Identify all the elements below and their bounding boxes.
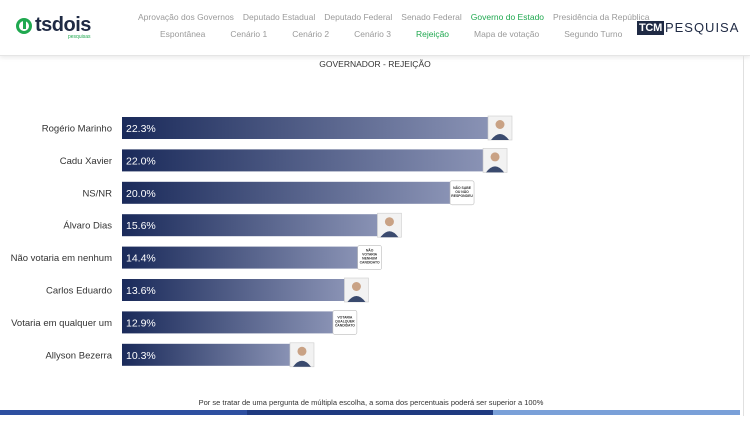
nav-primary-item-2[interactable]: Deputado Federal	[324, 12, 393, 22]
value-label: 22.0%	[126, 155, 156, 167]
nav-secondary-item-3[interactable]: Cenário 3	[354, 29, 391, 39]
nav-secondary-item-1[interactable]: Cenário 1	[230, 29, 268, 39]
nav-secondary: Espontânea Cenário 1 Cenário 2 Cenário 3 Rej…	[160, 29, 647, 39]
tsdois-logo[interactable]: tsdois pesquisas	[16, 14, 91, 40]
marker-badge-text: VOTARIA QUALQUER CANDIDATO	[335, 315, 355, 327]
candidate-photo	[289, 342, 315, 368]
bar[interactable]	[122, 279, 347, 301]
marker-badge: VOTARIA QUALQUER CANDIDATO	[332, 310, 358, 335]
bar[interactable]	[122, 343, 292, 366]
nav-secondary-item-6[interactable]: Segundo Turno	[564, 29, 623, 39]
nav-secondary-item-0[interactable]: Espontânea	[160, 29, 206, 39]
bottom-bar-segment	[246, 410, 494, 415]
nav-primary: Aprovação dos Governos Deputado Estadual D…	[138, 12, 649, 22]
bottom-color-bar	[0, 410, 741, 415]
bottom-bar-segment	[493, 410, 741, 415]
marker-badge-text: NÃO VOTARIA NENHUM CANDIDATO	[360, 248, 380, 265]
value-label: 15.6%	[126, 220, 156, 232]
header: tsdois pesquisas Aprovação dos Governos D…	[0, 0, 750, 56]
bottom-bar-segment	[0, 410, 247, 415]
nav-primary-item-3[interactable]: Senado Federal	[401, 12, 462, 22]
tcm-logo-box: TCM	[637, 20, 664, 35]
nav-secondary-item-5[interactable]: Mapa de votação	[474, 29, 540, 39]
candidate-photo	[482, 148, 508, 173]
bar[interactable]	[122, 311, 335, 334]
value-label: 12.9%	[126, 317, 156, 329]
marker-badge: NÃO VOTARIA NENHUM CANDIDATO	[357, 245, 382, 270]
right-divider	[743, 56, 744, 416]
marker-badge-text: NÃO SABE OU NÃO RESPONDEU	[451, 185, 473, 198]
category-label: Rogério Marinho	[42, 124, 112, 135]
category-label: Votaria em qualquer um	[11, 318, 112, 329]
value-label: 20.0%	[126, 188, 156, 200]
bar[interactable]	[122, 214, 380, 237]
nav-primary-item-4[interactable]: Governo do Estado	[470, 12, 545, 22]
rejection-bar-chart: Rogério Marinho 22.3% Cadu Xavier 22.0% NS/N…	[11, 115, 513, 368]
bar[interactable]	[122, 246, 360, 269]
tsdois-logo-icon	[16, 17, 32, 34]
category-label: Não votaria em nenhum	[11, 253, 112, 264]
nav-secondary-item-4[interactable]: Rejeição	[415, 29, 450, 39]
nav-secondary-item-2[interactable]: Cenário 2	[292, 29, 330, 39]
candidate-photo	[487, 115, 513, 141]
tcm-pesquisa-logo[interactable]: TCM PESQUISA	[637, 20, 739, 35]
category-label: Carlos Eduardo	[46, 286, 112, 297]
marker-badge: NÃO SABE OU NÃO RESPONDEU	[449, 180, 475, 206]
pesquisa-logo-text: PESQUISA	[664, 20, 740, 35]
candidate-photo	[344, 277, 369, 303]
value-label: 13.6%	[126, 285, 156, 297]
category-label: Cadu Xavier	[60, 156, 112, 167]
footnote: Por se tratar de uma pergunta de múltipl…	[198, 398, 544, 407]
tsdois-logo-tagline: pesquisas	[68, 34, 91, 40]
nav-primary-item-0[interactable]: Aprovação dos Governos	[138, 12, 234, 22]
category-label: Allyson Bezerra	[45, 350, 112, 361]
bar[interactable]	[122, 149, 486, 172]
value-label: 10.3%	[126, 350, 156, 362]
category-label: Álvaro Dias	[63, 221, 112, 232]
tsdois-logo-text: tsdois	[35, 14, 91, 36]
category-label: NS/NR	[82, 188, 112, 199]
nav-primary-item-5[interactable]: Presidência da República	[553, 12, 650, 22]
bar[interactable]	[122, 117, 490, 139]
chart-title: GOVERNADOR - REJEIÇÃO	[319, 59, 431, 69]
nav-primary-item-1[interactable]: Deputado Estadual	[242, 12, 316, 22]
bar[interactable]	[122, 181, 453, 204]
value-label: 22.3%	[126, 123, 156, 135]
candidate-photo	[377, 212, 402, 238]
value-label: 14.4%	[126, 253, 156, 265]
